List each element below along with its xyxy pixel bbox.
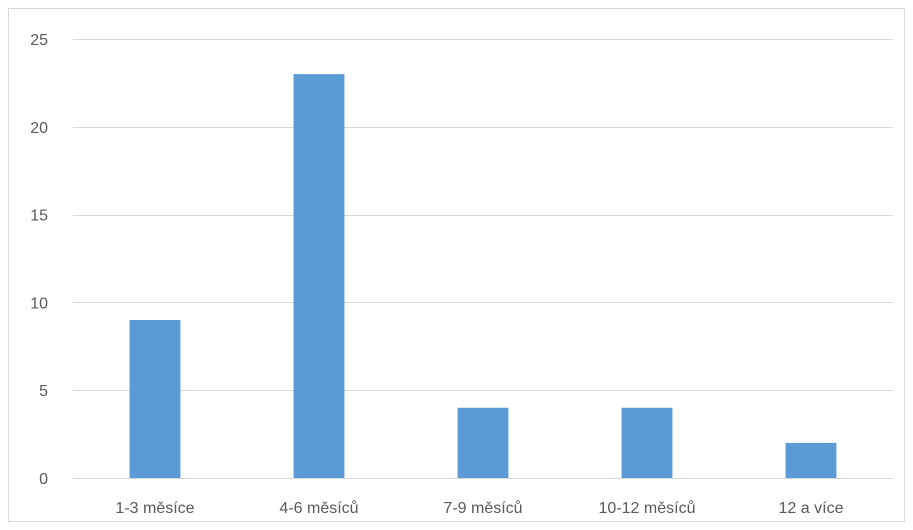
y-tick-label: 5 <box>39 383 48 400</box>
x-tick-label: 12 a více <box>779 500 844 517</box>
x-axis: 1-3 měsíce 4-6 měsíců 7-9 měsíců 10-12 měsí… <box>115 499 843 517</box>
y-tick-label: 25 <box>30 32 48 49</box>
x-tick-label: 7-9 měsíců <box>443 499 522 517</box>
bar <box>294 74 345 478</box>
y-tick-label: 15 <box>30 208 48 225</box>
bar <box>130 320 181 478</box>
y-tick-label: 0 <box>39 471 48 488</box>
bar <box>786 443 837 478</box>
x-tick-label: 1-3 měsíce <box>115 500 194 517</box>
bar <box>458 408 509 478</box>
x-tick-label: 10-12 měsíců <box>599 499 696 517</box>
bar <box>622 408 673 478</box>
bar-series <box>130 74 837 478</box>
y-tick-label: 20 <box>30 120 48 137</box>
x-tick-label: 4-6 měsíců <box>279 499 358 517</box>
y-axis: 0 5 10 15 20 25 <box>30 32 48 488</box>
y-tick-label: 10 <box>30 295 48 312</box>
